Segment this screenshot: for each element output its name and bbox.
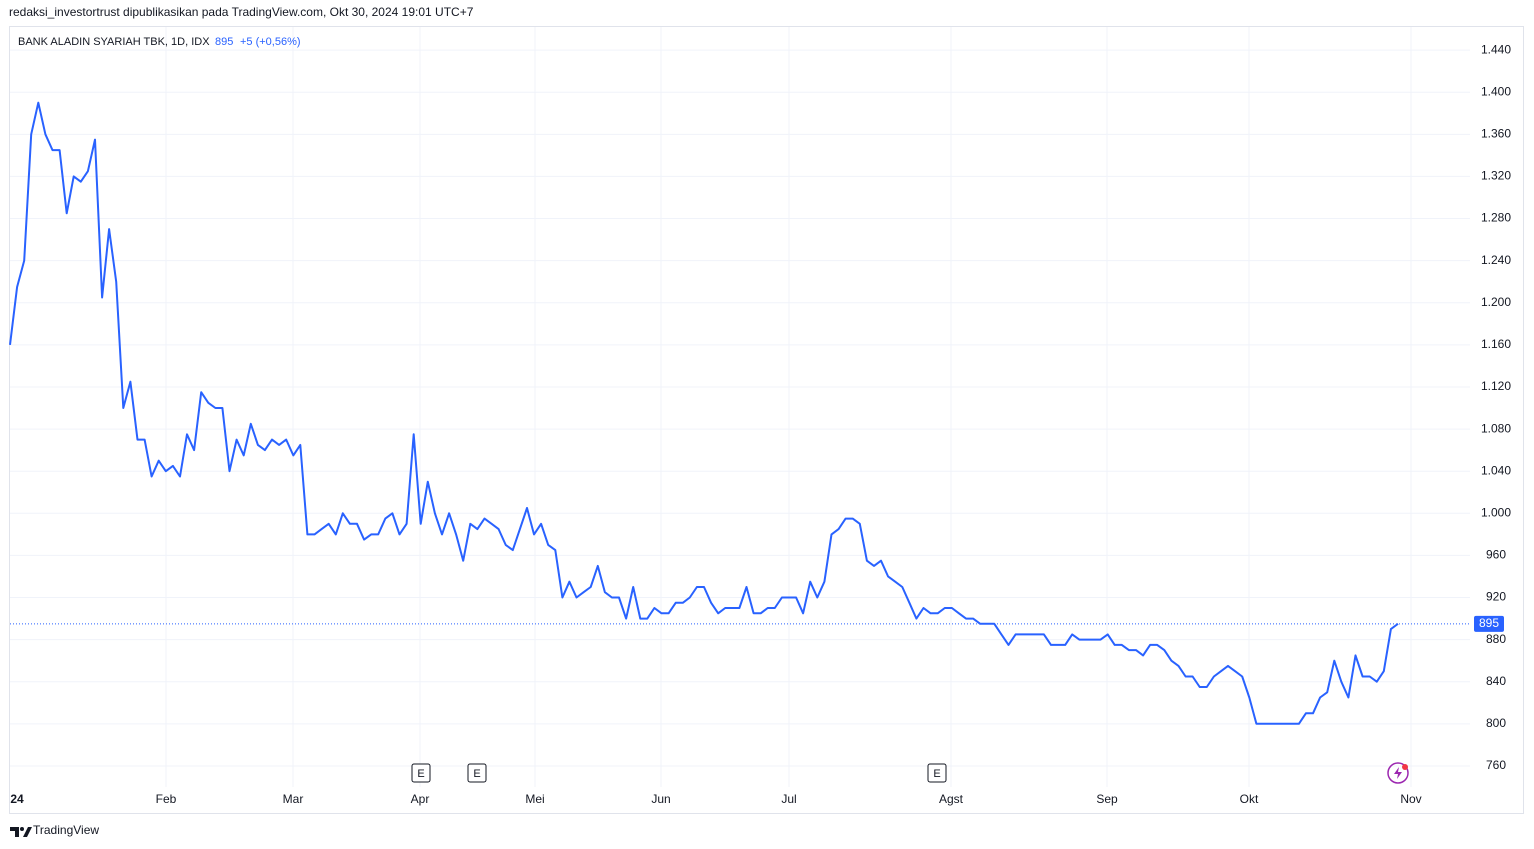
chart-title: BANK ALADIN SYARIAH TBK, 1D, IDX (18, 36, 210, 48)
y-tick-label: 1.320 (1481, 169, 1511, 183)
last-price-label: 895 (1479, 616, 1499, 630)
x-tick-label: Mar (283, 792, 304, 806)
x-tick-label: Agst (939, 792, 964, 806)
y-tick-label: 1.360 (1481, 126, 1511, 140)
alert-icon[interactable] (1387, 762, 1409, 784)
x-tick-label: 24 (10, 792, 24, 806)
y-tick-label: 1.120 (1481, 379, 1511, 393)
last-price-legend: 895 (215, 36, 233, 48)
event-label: E (473, 768, 480, 780)
event-marker (411, 763, 431, 783)
price-line (9, 101, 1399, 725)
y-tick-label: 800 (1486, 716, 1506, 730)
header: redaksi_investortrust dipublikasikan pad… (9, 5, 474, 19)
y-tick-label: 1.440 (1481, 42, 1511, 56)
change: +5 (+0,56%) (240, 36, 301, 48)
x-tick-label: Jul (781, 792, 796, 806)
y-tick-label: 920 (1486, 590, 1506, 604)
last-price-badge (1474, 615, 1504, 632)
y-tick-label: 880 (1486, 632, 1506, 646)
y-tick-label: 1.080 (1481, 421, 1511, 435)
x-tick-label: Jun (651, 792, 670, 806)
logo (10, 827, 32, 837)
y-tick-label: 760 (1486, 758, 1506, 772)
event-label: E (933, 768, 940, 780)
y-tick-label: 1.160 (1481, 337, 1511, 351)
x-tick-label: Feb (156, 792, 177, 806)
y-tick-label: 1.400 (1481, 84, 1511, 98)
y-tick-label: 1.200 (1481, 295, 1511, 309)
y-tick-label: 960 (1486, 548, 1506, 562)
x-tick-label: Mei (525, 792, 544, 806)
y-tick-label: 1.240 (1481, 253, 1511, 267)
event-label: E (417, 768, 424, 780)
y-tick-label: 1.280 (1481, 211, 1511, 225)
footer: TradingView (33, 823, 99, 837)
frame (9, 26, 1524, 814)
x-tick-label: Apr (411, 792, 430, 806)
y-tick-label: 1.000 (1481, 505, 1511, 519)
y-tick-label: 1.040 (1481, 463, 1511, 477)
x-tick-label: Nov (1400, 792, 1421, 806)
x-tick-label: Okt (1240, 792, 1259, 806)
event-marker (927, 763, 947, 783)
event-marker (467, 763, 487, 783)
x-tick-label: Sep (1096, 792, 1118, 806)
y-tick-label: 840 (1486, 674, 1506, 688)
